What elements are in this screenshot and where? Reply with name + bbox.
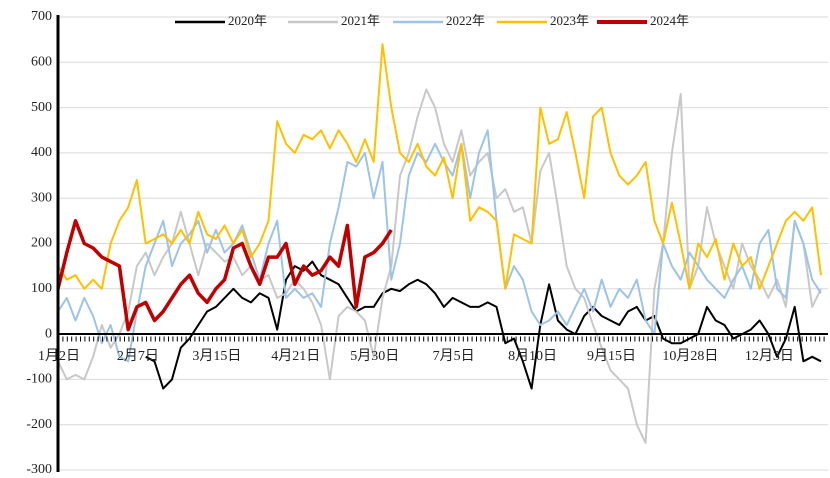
series-line xyxy=(57,129,822,363)
x-tick-label: 1月2日 xyxy=(38,348,80,364)
grid xyxy=(58,16,828,471)
x-tick-label: 10月28日 xyxy=(662,348,718,364)
legend-label: 2024年 xyxy=(650,13,689,28)
series-line xyxy=(56,219,393,332)
legend-label: 2022年 xyxy=(446,13,485,28)
y-tick-label: 200 xyxy=(31,236,52,251)
y-tick-label: -200 xyxy=(26,417,52,432)
legend-label: 2023年 xyxy=(550,13,589,28)
y-tick-label: 700 xyxy=(31,9,52,24)
x-tick-label: 4月21日 xyxy=(271,348,320,364)
legend-label: 2020年 xyxy=(228,13,267,28)
y-tick-label: 400 xyxy=(31,145,52,160)
legend: 2020年 2021年 2022年 2023年 2024年 xyxy=(175,13,689,28)
series-line xyxy=(57,88,822,444)
x-tick-label: 8月10日 xyxy=(508,348,557,364)
y-tick-label: 100 xyxy=(31,281,52,296)
y-tick-label: 0 xyxy=(45,326,52,341)
lines xyxy=(56,43,822,444)
y-tick-label: 600 xyxy=(31,55,52,70)
y-tick-label: -300 xyxy=(26,462,52,477)
x-tick-label: 12月3日 xyxy=(745,348,794,364)
y-tick-label: 500 xyxy=(31,100,52,115)
x-tick-label: 5月30日 xyxy=(350,348,399,364)
legend-label: 2021年 xyxy=(341,13,380,28)
x-tick-label: 7月5日 xyxy=(433,348,475,364)
series-line xyxy=(145,260,822,390)
y-tick-label: -100 xyxy=(26,372,52,387)
y-tick-label: 300 xyxy=(31,190,52,205)
x-tick-label: 3月15日 xyxy=(192,348,241,364)
x-tick-label: 2月7日 xyxy=(117,348,159,364)
x-tick-label: 9月15日 xyxy=(587,348,636,364)
series-line xyxy=(57,43,822,290)
